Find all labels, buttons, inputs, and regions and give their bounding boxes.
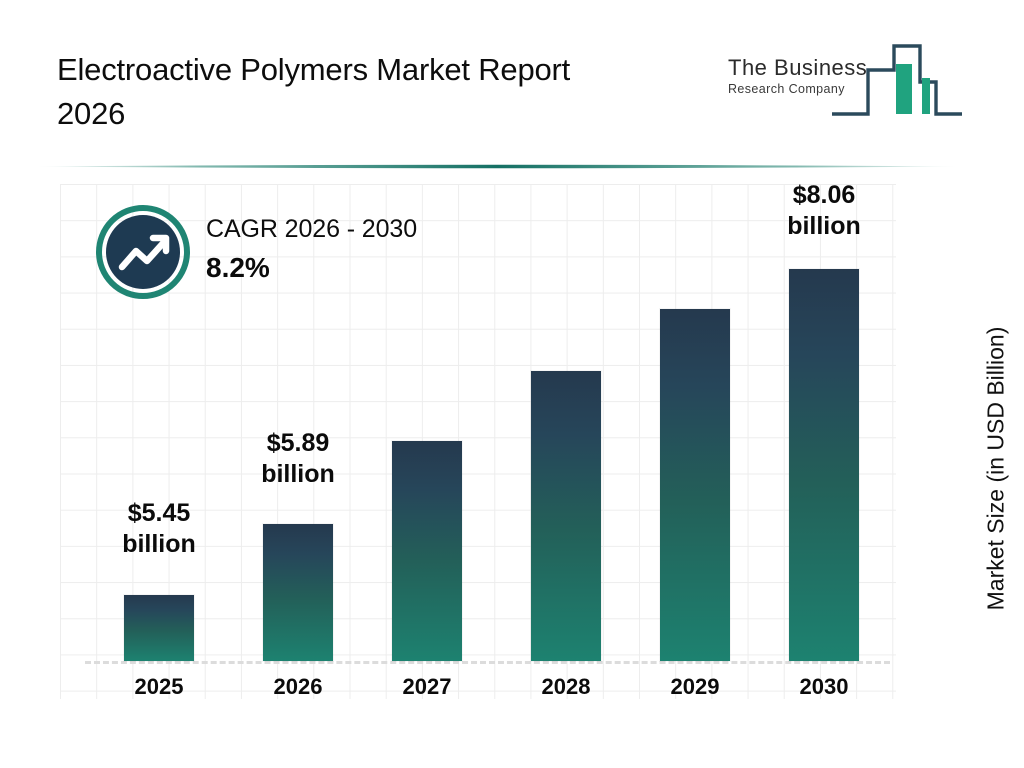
header-divider: [32, 157, 962, 169]
chart-baseline: [85, 661, 890, 664]
x-tick-2026: 2026: [273, 674, 323, 699]
y-axis-label: Market Size (in USD Billion): [976, 268, 1016, 668]
cagr-badge: CAGR 2026 - 2030 8.2%: [96, 205, 496, 305]
bar-2025[interactable]: [124, 595, 194, 661]
trending-up-icon: [96, 205, 190, 299]
x-tick-2028: 2028: [541, 674, 591, 699]
y-axis-label-text: Market Size (in USD Billion): [982, 326, 1009, 610]
logo-line-1: The Business: [728, 55, 868, 80]
page-title: Electroactive Polymers Market Report 202…: [57, 52, 571, 132]
bar-chart: $5.45 billion $5.89 billion $8.06 billio…: [0, 150, 1024, 768]
bar-2027[interactable]: [392, 441, 462, 661]
x-tick-2030: 2030: [799, 674, 849, 699]
bar-value-label-2026: $5.89 billion: [261, 429, 335, 488]
x-tick-2027: 2027: [402, 674, 452, 699]
company-logo: The Business Research Company: [728, 34, 968, 126]
cagr-text-block: CAGR 2026 - 2030 8.2%: [206, 215, 417, 284]
logo-line-2: Research Company: [728, 82, 845, 97]
cagr-value: 8.2%: [206, 252, 270, 283]
bar-value-label-2025: $5.45 billion: [122, 499, 196, 558]
x-tick-2025: 2025: [134, 674, 184, 699]
bar-2028[interactable]: [531, 371, 601, 661]
bar-2026[interactable]: [263, 524, 333, 661]
cagr-title: CAGR 2026 - 2030: [206, 215, 418, 243]
bar-2030[interactable]: [789, 269, 859, 661]
logo-text: The Business Research Company: [728, 56, 870, 96]
bar-value-label-2030: $8.06 billion: [787, 181, 861, 240]
bar-2029[interactable]: [660, 309, 730, 661]
bar-chart-logo-mark: [832, 34, 962, 131]
x-tick-2029: 2029: [670, 674, 720, 699]
chart-plot-area: $5.45 billion $5.89 billion $8.06 billio…: [0, 150, 1024, 768]
page-header: Electroactive Polymers Market Report 202…: [0, 0, 1024, 150]
chart-gridlines: [60, 184, 896, 699]
